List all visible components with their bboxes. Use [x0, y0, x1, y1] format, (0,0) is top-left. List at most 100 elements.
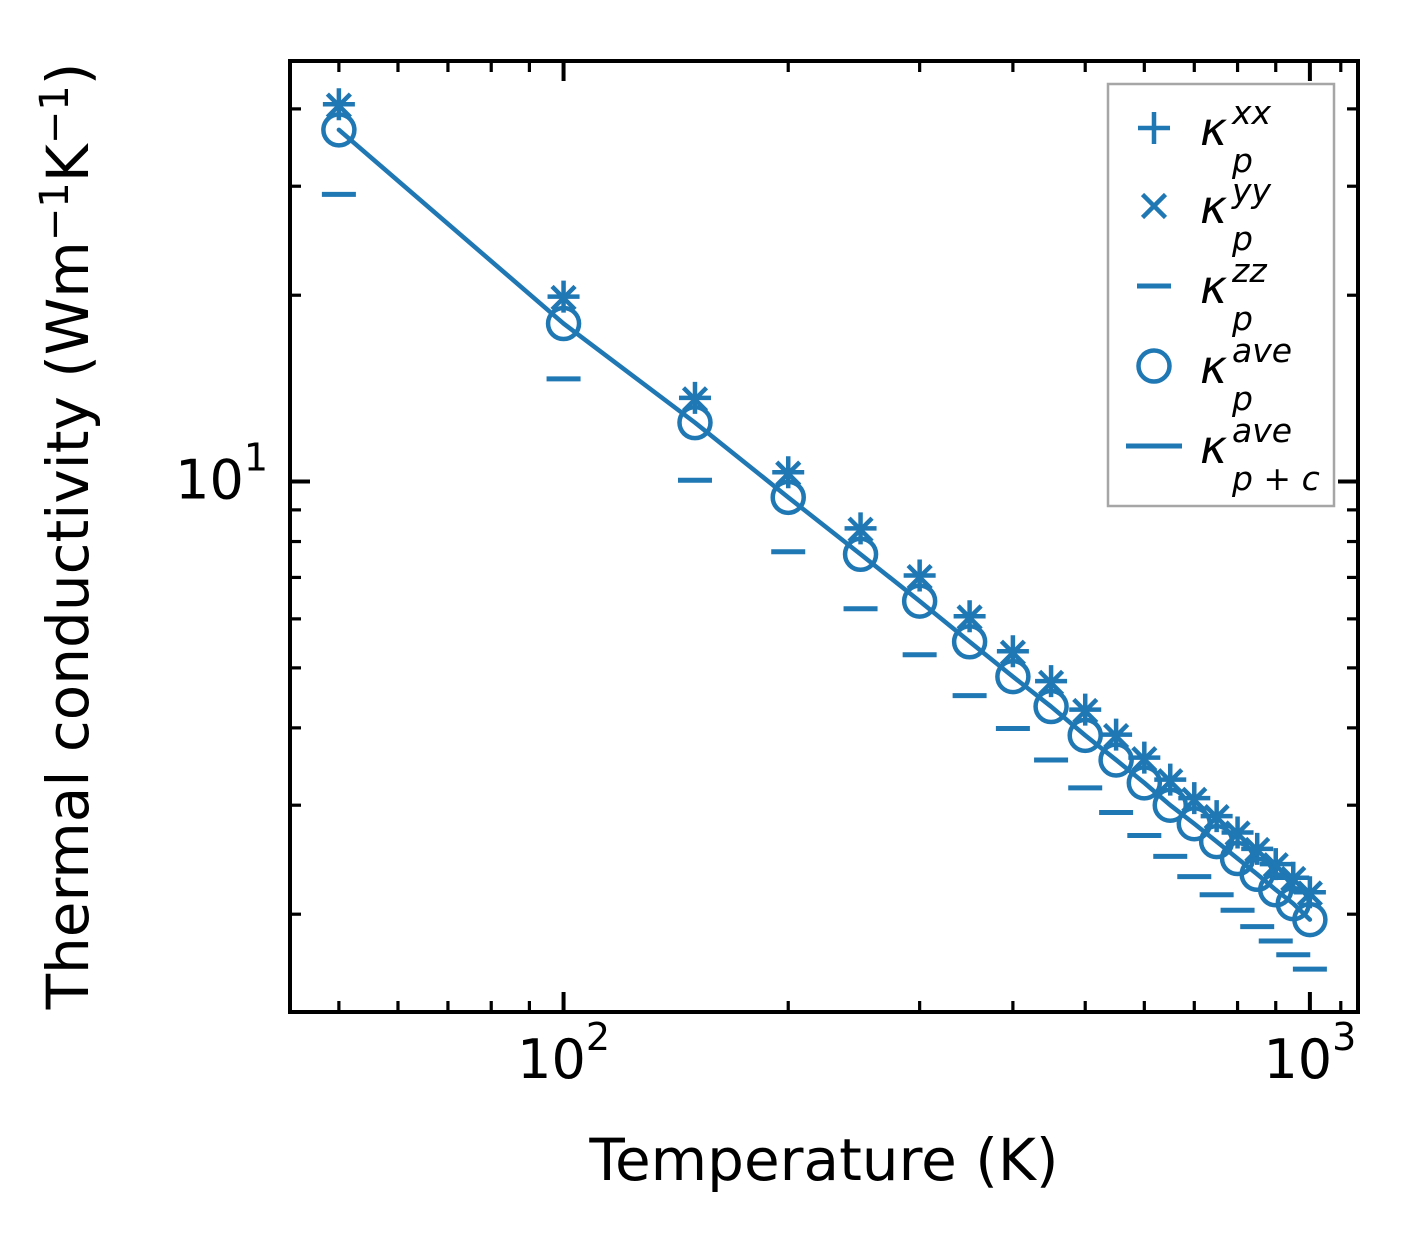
circle-marker-icon [1067, 717, 1103, 754]
legend-label-symbol: κ [1200, 260, 1227, 314]
data-point [677, 404, 713, 441]
data-point [1152, 787, 1189, 823]
circle-marker-icon [1198, 823, 1235, 860]
data-point [1033, 688, 1069, 725]
circle-marker-icon [995, 658, 1031, 695]
x-marker-icon [1072, 697, 1099, 725]
circle-marker-icon [1033, 688, 1069, 725]
circle-marker-icon [321, 112, 357, 148]
data-point [1037, 669, 1065, 696]
circle-marker-icon [677, 404, 713, 441]
legend-label-subscript: p [1231, 299, 1253, 338]
x-marker-icon [847, 516, 874, 543]
data-point [951, 624, 988, 660]
circle-marker-icon [1136, 348, 1172, 384]
legend-item-kappa-p-yy: κ yy p [1140, 171, 1272, 258]
data-point [1103, 722, 1130, 750]
circle-marker-icon [951, 624, 988, 660]
data-point [1072, 697, 1099, 725]
y-axis-title: Thermal conductivity (Wm−1K−1) [32, 63, 102, 1011]
data-point [1176, 805, 1213, 842]
legend-item-kappa-p-zz: κ zz p [1137, 251, 1267, 338]
x-marker-icon [956, 604, 983, 631]
x-tick-label: 102 [517, 1015, 610, 1091]
data-point [775, 460, 802, 487]
legend-marker [1140, 192, 1168, 220]
data-point [1157, 768, 1184, 795]
x-marker-icon [1157, 768, 1184, 795]
data-point [1198, 823, 1235, 860]
data-point [321, 112, 357, 148]
circle-marker-icon [842, 536, 879, 573]
data-point [1098, 742, 1134, 778]
x-marker-icon [906, 563, 933, 591]
x-marker-icon [1037, 669, 1065, 696]
x-axis-title: Temperature (K) [588, 1126, 1058, 1194]
data-point [1126, 765, 1163, 801]
circle-marker-icon [901, 583, 938, 619]
legend-label-subscript: p [1231, 219, 1253, 258]
legend-label-subscript: p [1231, 379, 1253, 418]
circle-marker-icon [1126, 765, 1163, 801]
legend-label-symbol: κ [1200, 102, 1227, 156]
legend-marker [1136, 348, 1172, 384]
data-point [847, 516, 874, 543]
x-marker-icon [1140, 192, 1168, 220]
circle-marker-icon [1292, 901, 1328, 938]
data-point [906, 563, 933, 591]
x-marker-icon [1103, 722, 1130, 750]
data-point [1262, 852, 1289, 879]
circle-marker-icon [545, 305, 582, 342]
circle-marker-icon [770, 479, 806, 516]
legend-label-subscript: p [1231, 141, 1253, 180]
legend-label-superscript: ave [1232, 331, 1292, 370]
data-point [550, 284, 577, 312]
ticks [290, 61, 1358, 1012]
x-marker-icon [550, 284, 577, 312]
legend-label-subscript: p + c [1231, 459, 1320, 498]
legend-label-superscript: xx [1231, 93, 1272, 132]
x-marker-icon [999, 639, 1026, 666]
data-point [1067, 717, 1103, 754]
x-tick-label: 103 [1263, 1015, 1356, 1091]
legend-frame [1106, 82, 1336, 508]
x-marker-icon [325, 92, 352, 119]
legend-label-symbol: κ [1200, 340, 1227, 394]
x-marker-icon [1296, 880, 1323, 907]
legend-label-superscript: ave [1232, 411, 1292, 450]
legend-label-superscript: zz [1231, 251, 1267, 290]
data-point [770, 479, 806, 516]
y-tick-label: 101 [175, 436, 268, 512]
legend-item-kappa-p-plus-c-ave: κ ave p + c [1126, 411, 1320, 498]
axes-spines [288, 59, 1360, 1014]
legend-label-symbol: κ [1200, 180, 1227, 234]
circle-marker-icon [1176, 805, 1213, 842]
x-marker-icon [1244, 836, 1271, 864]
legend-item-kappa-p-xx: κ xx p [1138, 93, 1272, 180]
series-kappa-p-zz [321, 191, 1327, 972]
plus-marker-icon [1138, 112, 1170, 144]
data-point [1296, 880, 1323, 907]
data-point [995, 658, 1031, 695]
circle-marker-icon [1152, 787, 1189, 823]
legend-label-superscript: yy [1231, 171, 1272, 210]
legend-label-symbol: κ [1200, 420, 1227, 474]
data-point [1244, 836, 1271, 864]
data-point [999, 639, 1026, 666]
series-kappa-p-ave [321, 112, 1328, 938]
x-marker-icon [1262, 852, 1289, 879]
circle-marker-icon [1098, 742, 1134, 778]
data-point [842, 536, 879, 573]
data-point [545, 305, 582, 342]
legend-item-kappa-p-ave: κ ave p [1136, 331, 1292, 418]
data-point [325, 92, 352, 119]
data-point [901, 583, 938, 619]
series-kappa-p-plus-c-ave-line [336, 127, 1313, 922]
legend-marker [1138, 112, 1170, 144]
data-point [1292, 901, 1328, 938]
data-point [956, 604, 983, 631]
x-marker-icon [775, 460, 802, 487]
